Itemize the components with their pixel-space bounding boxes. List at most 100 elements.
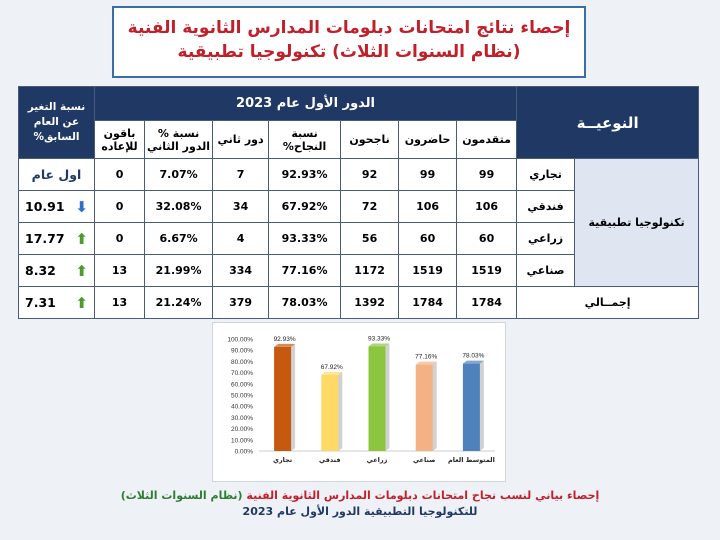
bar-side: [338, 371, 343, 451]
table-cell: 92: [340, 158, 400, 191]
table-cell: 32.08%: [144, 190, 214, 223]
table-cell: 93.33%: [268, 222, 342, 255]
col-header: نسبة النجاح%: [268, 120, 342, 159]
table-cell: 1784: [398, 286, 458, 319]
row-label: صناعي: [516, 254, 576, 287]
table-cell: 379: [212, 286, 270, 319]
category-label: تجاري: [273, 456, 292, 464]
table-cell: 34: [212, 190, 270, 223]
bar: [274, 346, 292, 451]
bar: [321, 374, 339, 451]
table-cell: 21.99%: [144, 254, 214, 287]
table-cell: 99: [456, 158, 518, 191]
table-cell: 6.67%: [144, 222, 214, 255]
change-cell: اول عام: [18, 158, 95, 191]
caption-line1-system: (نظام السنوات الثلاث): [120, 489, 243, 502]
change-value: 7.31: [25, 295, 56, 310]
table-cell: 60: [398, 222, 458, 255]
col-header: متقدمون: [456, 120, 518, 159]
y-tick-label: 70.00%: [231, 370, 253, 377]
table-cell: 0: [93, 222, 146, 255]
table-cell: 4: [212, 222, 270, 255]
bar-top: [368, 343, 390, 347]
change-cell: ⬇ 10.91: [18, 190, 95, 223]
title-box: إحصاء نتائج امتحانات دبلومات المدارس الث…: [112, 6, 586, 78]
y-tick-label: 90.00%: [231, 348, 253, 355]
results-table: النوعيــة الدور الأول عام 2023 نسبة التغ…: [18, 86, 700, 319]
page-title: إحصاء نتائج امتحانات دبلومات المدارس الث…: [127, 18, 571, 38]
y-tick-label: 100.00%: [227, 337, 253, 344]
bar-side: [432, 361, 437, 451]
group-label: تكنولوجيا تطبيقية: [574, 158, 700, 287]
y-tick-label: 0.00%: [235, 449, 254, 456]
data-label: 78.03%: [462, 353, 484, 360]
table-cell: 1392: [340, 286, 400, 319]
arrow-down-icon: ⬇: [75, 197, 88, 216]
table-cell: 1519: [398, 254, 458, 287]
table-cell: 13: [93, 254, 146, 287]
arrow-up-icon: ⬆: [75, 293, 88, 312]
caption-line2: للتكنولوجيا التطبيقية الدور الأول عام 20…: [242, 505, 478, 518]
col-header: حاضرون: [398, 120, 458, 159]
table-cell: 7.07%: [144, 158, 214, 191]
y-tick-label: 30.00%: [231, 415, 253, 422]
change-cell: ⬆ 7.31: [18, 286, 95, 319]
table-cell: 1784: [456, 286, 518, 319]
chart-box: 0.00% 10.00% 20.00% 30.00% 40.00% 50.00% 60.00…: [212, 322, 506, 482]
arrow-up-icon: ⬆: [75, 229, 88, 248]
y-tick-label: 50.00%: [231, 393, 253, 400]
table-cell: 1519: [456, 254, 518, 287]
bar-top: [462, 360, 484, 364]
bar-side: [479, 360, 484, 451]
total-label: إجمــالي: [516, 286, 700, 319]
row-label: زراعي: [516, 222, 576, 255]
y-tick-label: 20.00%: [231, 426, 253, 433]
category-label: فندقي: [319, 456, 341, 464]
col-header: ناجحون: [340, 120, 400, 159]
header-session: الدور الأول عام 2023: [93, 86, 518, 121]
y-tick-label: 40.00%: [231, 404, 253, 411]
change-value: 8.32: [25, 263, 56, 278]
col-header: باقون للإعاده: [93, 120, 146, 159]
table-cell: 72: [340, 190, 400, 223]
row-label: فندقي: [516, 190, 576, 223]
change-cell: ⬆ 8.32: [18, 254, 95, 287]
col-header: نسبة % الدور الثاني: [144, 120, 214, 159]
caption-line1: إحصاء بياني لنسب نجاح امتحانات دبلومات ا…: [246, 489, 600, 502]
table-cell: 77.16%: [268, 254, 342, 287]
table-cell: 92.93%: [268, 158, 342, 191]
bar-side: [385, 343, 390, 451]
table-cell: 106: [398, 190, 458, 223]
y-tick-label: 10.00%: [231, 437, 253, 444]
category-label: صناعي: [413, 456, 435, 464]
bar: [462, 363, 480, 451]
change-value: 10.91: [25, 199, 65, 214]
table-cell: 13: [93, 286, 146, 319]
change-cell: ⬆ 17.77: [18, 222, 95, 255]
bar: [415, 364, 433, 451]
table-cell: 106: [456, 190, 518, 223]
y-tick-label: 60.00%: [231, 381, 253, 388]
table-cell: 67.92%: [268, 190, 342, 223]
bar: [368, 346, 386, 451]
table-cell: 60: [456, 222, 518, 255]
bar-top: [321, 371, 343, 375]
change-value: 17.77: [25, 231, 65, 246]
table-cell: 78.03%: [268, 286, 342, 319]
bar-top: [415, 361, 437, 365]
table-cell: 56: [340, 222, 400, 255]
data-label: 92.93%: [274, 336, 296, 343]
category-label: المتوسط العام: [448, 456, 495, 464]
table-row: صناعي 1519 1519 1172 77.16% 334 21.99% 13 ⬆ 8.32: [18, 254, 699, 287]
table-cell: 99: [398, 158, 458, 191]
bar-top: [274, 343, 296, 347]
header-type: النوعيــة: [516, 86, 700, 159]
table-row: فندقي 106 106 72 67.92% 34 32.08% 0 ⬇ 10.91: [18, 190, 699, 223]
category-label: زراعي: [367, 456, 388, 464]
caption: إحصاء بياني لنسب نجاح امتحانات دبلومات ا…: [120, 488, 600, 520]
col-header: دور ثاني: [212, 120, 270, 159]
table-cell: 0: [93, 190, 146, 223]
bar-chart: 0.00% 10.00% 20.00% 30.00% 40.00% 50.00% 60.00…: [227, 335, 495, 464]
table-cell: 0: [93, 158, 146, 191]
data-label: 93.33%: [368, 335, 390, 342]
